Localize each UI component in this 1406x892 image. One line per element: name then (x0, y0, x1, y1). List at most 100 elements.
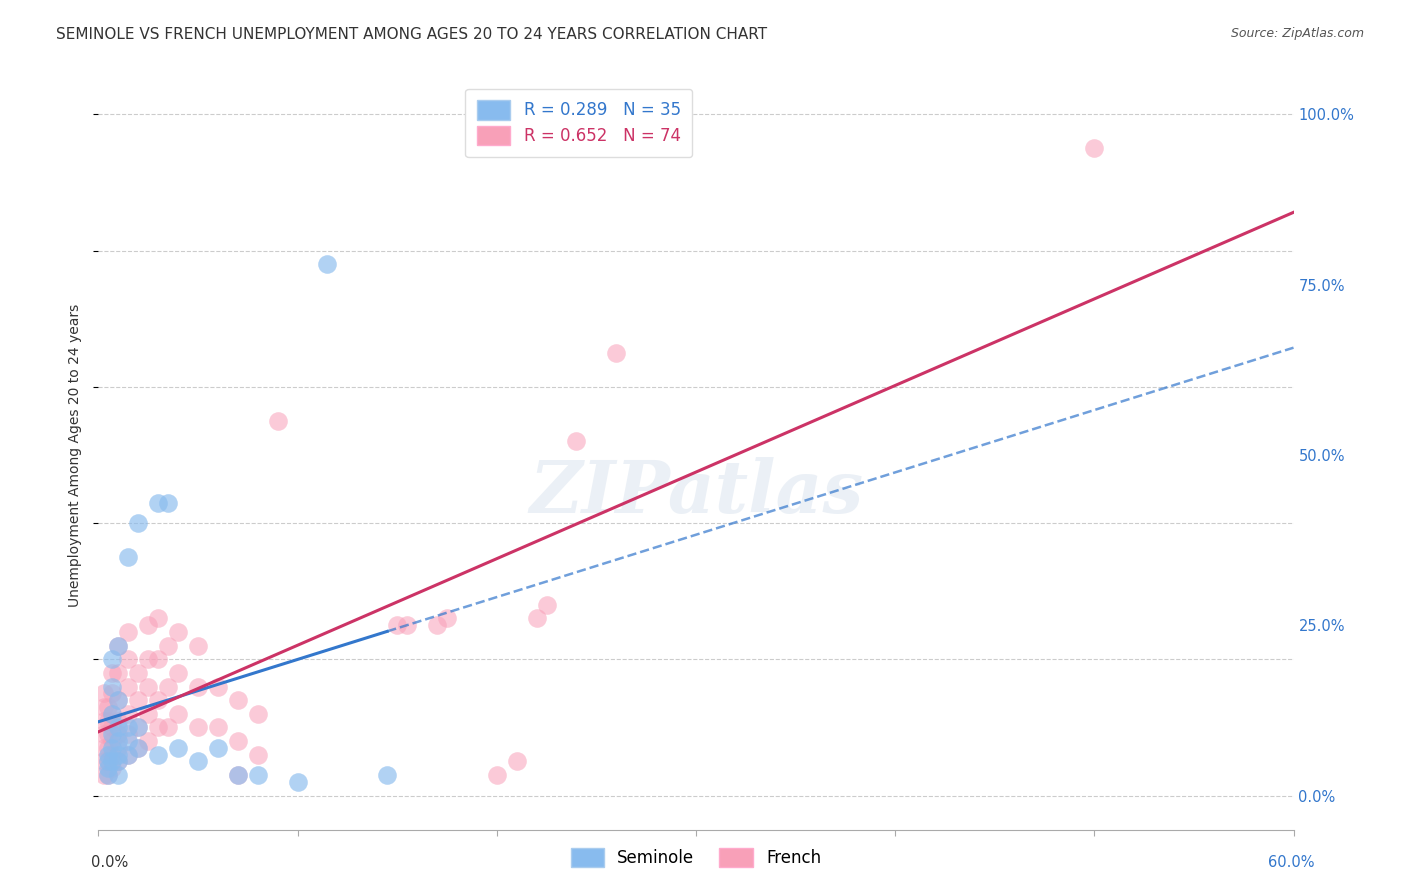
Point (117, 680, 139, 694)
Point (107, 693, 129, 707)
Point (536, 598, 558, 612)
Point (101, 747, 124, 762)
Point (207, 680, 229, 694)
Point (226, 768, 249, 782)
Point (605, 345, 627, 359)
Point (101, 720, 124, 734)
Point (93, 740, 115, 755)
Point (436, 611, 458, 625)
Point (101, 706, 124, 721)
Point (97, 727, 120, 741)
Point (267, 414, 290, 428)
Point (93, 755, 115, 769)
Point (107, 693, 129, 707)
Point (97, 747, 120, 762)
Point (97, 755, 120, 769)
Point (485, 768, 508, 782)
Point (101, 761, 124, 775)
Point (526, 611, 548, 625)
Point (101, 680, 124, 694)
Point (117, 706, 139, 721)
Point (127, 740, 149, 755)
Text: 60.0%: 60.0% (1268, 855, 1315, 870)
Point (107, 720, 129, 734)
Point (207, 720, 229, 734)
Point (385, 618, 409, 632)
Point (187, 680, 209, 694)
Point (101, 686, 124, 700)
Point (127, 720, 149, 734)
Point (167, 665, 190, 680)
Point (136, 618, 159, 632)
Point (93, 727, 115, 741)
Point (101, 734, 124, 748)
Point (396, 618, 419, 632)
Text: Source: ZipAtlas.com: Source: ZipAtlas.com (1230, 27, 1364, 40)
Y-axis label: Unemployment Among Ages 20 to 24 years: Unemployment Among Ages 20 to 24 years (69, 303, 83, 607)
Point (93, 768, 115, 782)
Point (101, 665, 124, 680)
Point (127, 740, 149, 755)
Point (107, 747, 129, 762)
Point (117, 747, 139, 762)
Point (187, 639, 209, 653)
Point (101, 755, 124, 769)
Point (148, 693, 170, 707)
Point (167, 706, 190, 721)
Point (117, 747, 139, 762)
Point (127, 516, 149, 530)
Point (117, 727, 139, 741)
Point (136, 652, 159, 666)
Legend: Seminole, French: Seminole, French (564, 841, 828, 873)
Point (167, 740, 190, 755)
Point (97, 740, 120, 755)
Point (287, 775, 309, 789)
Point (226, 768, 249, 782)
Point (316, 257, 339, 271)
Point (246, 768, 269, 782)
Point (117, 625, 139, 640)
Point (157, 720, 180, 734)
Point (157, 639, 180, 653)
Point (97, 761, 120, 775)
Text: SEMINOLE VS FRENCH UNEMPLOYMENT AMONG AGES 20 TO 24 YEARS CORRELATION CHART: SEMINOLE VS FRENCH UNEMPLOYMENT AMONG AG… (56, 27, 768, 42)
Text: 0.0%: 0.0% (91, 855, 128, 870)
Point (101, 740, 124, 755)
Point (93, 700, 115, 714)
Point (107, 734, 129, 748)
Point (107, 714, 129, 728)
Point (127, 665, 149, 680)
Point (136, 706, 159, 721)
Point (107, 727, 129, 741)
Point (148, 720, 170, 734)
Point (117, 550, 139, 565)
Point (148, 652, 170, 666)
Point (187, 720, 209, 734)
Point (107, 639, 129, 653)
Point (148, 495, 170, 509)
Point (117, 720, 139, 734)
Point (157, 680, 180, 694)
Point (375, 768, 398, 782)
Point (107, 768, 129, 782)
Point (246, 747, 269, 762)
Point (506, 755, 529, 769)
Point (97, 768, 120, 782)
Point (107, 665, 129, 680)
Point (97, 755, 120, 769)
Point (207, 740, 229, 755)
Point (167, 625, 190, 640)
Point (101, 706, 124, 721)
Point (97, 714, 120, 728)
Point (101, 727, 124, 741)
Point (136, 734, 159, 748)
Point (117, 652, 139, 666)
Point (426, 618, 449, 632)
Point (1083, 141, 1105, 155)
Point (226, 693, 249, 707)
Point (148, 747, 170, 762)
Point (93, 714, 115, 728)
Point (127, 720, 149, 734)
Point (97, 700, 120, 714)
Point (107, 755, 129, 769)
